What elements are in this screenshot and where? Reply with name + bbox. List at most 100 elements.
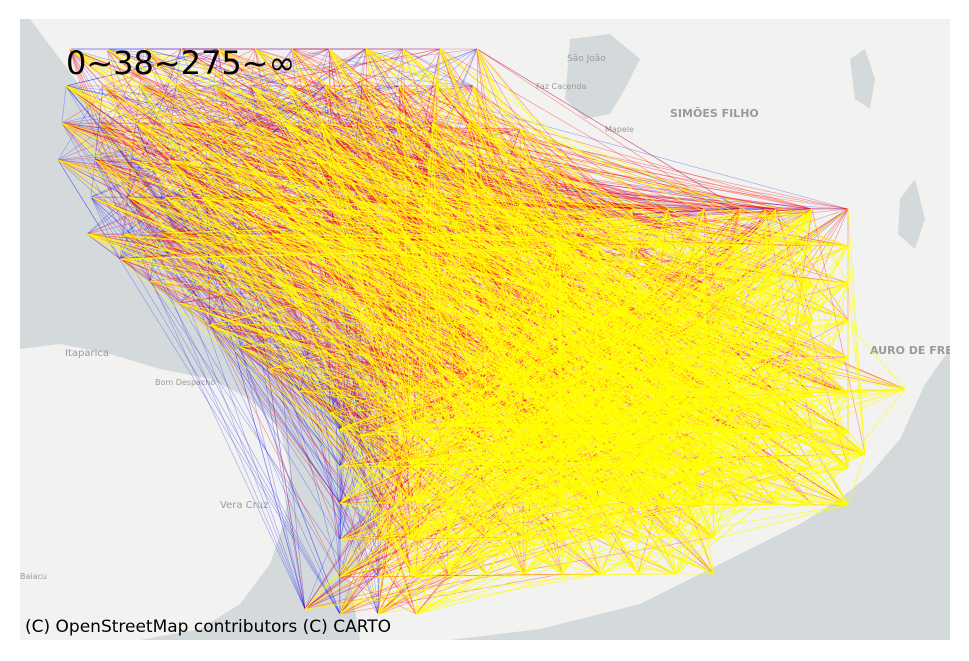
flow-line xyxy=(811,388,906,432)
flow-line xyxy=(287,85,563,501)
place-label: Faz Cacenda xyxy=(536,82,586,91)
flow-line xyxy=(631,425,715,469)
flow-line xyxy=(339,356,633,578)
flow-line xyxy=(160,233,741,469)
flow-line xyxy=(675,425,715,538)
flow-line xyxy=(209,122,411,538)
flow-line xyxy=(320,122,811,215)
flow-line xyxy=(176,85,849,210)
flow-line xyxy=(131,85,252,161)
flow-line xyxy=(447,467,597,501)
flow-line xyxy=(304,536,715,610)
lake-north xyxy=(850,49,875,109)
flow-line xyxy=(217,48,306,610)
flow-line xyxy=(127,196,633,358)
flow-line xyxy=(847,282,866,455)
flow-line xyxy=(308,233,411,501)
flow-line xyxy=(339,536,449,541)
flow-line xyxy=(409,356,597,575)
flow-line xyxy=(361,85,433,124)
flow-line xyxy=(402,48,777,395)
flow-line xyxy=(304,573,525,610)
flow-line xyxy=(359,434,563,501)
flow-line xyxy=(61,122,417,467)
flow-line xyxy=(847,430,866,455)
place-label: Itaparica xyxy=(65,348,109,359)
bay-inlet xyxy=(565,34,640,119)
flow-line xyxy=(386,196,487,390)
flow-line xyxy=(409,462,563,575)
flow-line xyxy=(160,233,306,610)
flow-line xyxy=(359,434,639,464)
flow-line xyxy=(250,85,741,358)
flow-line xyxy=(675,536,715,575)
flow-line xyxy=(94,159,273,235)
flow-line xyxy=(631,319,906,390)
flow-line xyxy=(339,573,601,578)
high-flow-lines xyxy=(57,48,906,615)
flow-line xyxy=(90,196,151,282)
flow-line xyxy=(739,453,866,506)
flow-line xyxy=(409,425,525,575)
flow-line xyxy=(205,122,433,161)
flow-line xyxy=(271,233,561,247)
flow-line xyxy=(631,245,705,358)
flow-line xyxy=(65,85,170,161)
flow-line xyxy=(637,319,741,464)
flow-line xyxy=(90,196,181,304)
flow-line xyxy=(179,302,449,538)
flow-line xyxy=(631,213,811,469)
flow-line xyxy=(213,48,330,87)
flow-line xyxy=(238,196,561,321)
flow-line xyxy=(135,122,199,235)
flow-line xyxy=(485,467,777,501)
flow-line xyxy=(447,536,601,575)
flow-line xyxy=(339,465,379,578)
flow-line xyxy=(176,85,525,575)
flow-line xyxy=(415,239,559,467)
flow-line xyxy=(312,196,777,247)
flow-line xyxy=(472,85,487,390)
place-label: Vera Cruz xyxy=(220,500,268,511)
flow-line xyxy=(172,122,777,210)
flow-line xyxy=(106,48,289,87)
flow-line xyxy=(382,233,559,389)
flow-line xyxy=(234,233,417,578)
flow-line xyxy=(390,159,813,210)
map-canvas[interactable]: São João Faz Cacenda SIMÕES FILHO Mapele Ita… xyxy=(20,19,950,640)
flow-line xyxy=(559,467,777,506)
flow-line xyxy=(519,128,777,432)
flow-line xyxy=(519,202,777,432)
flow-line xyxy=(320,122,813,358)
flow-line xyxy=(86,196,129,235)
flow-line xyxy=(254,48,849,247)
flow-line xyxy=(409,388,563,575)
flow-line xyxy=(431,122,677,427)
flow-line xyxy=(201,196,417,578)
flow-line xyxy=(557,239,849,469)
flow-line xyxy=(339,428,741,469)
flow-line xyxy=(427,159,813,210)
flow-line xyxy=(339,499,487,615)
flow-line xyxy=(415,430,741,615)
flow-line xyxy=(599,462,715,538)
flow-line xyxy=(149,280,705,321)
flow-line xyxy=(131,159,379,541)
flow-line xyxy=(209,324,341,615)
flow-line xyxy=(61,85,215,124)
flow-line xyxy=(299,390,563,575)
flow-line xyxy=(57,48,219,161)
flow-line xyxy=(415,502,487,575)
flow-line xyxy=(456,213,811,235)
flow-line xyxy=(409,388,601,575)
flow-line xyxy=(339,576,417,615)
flow-line xyxy=(94,159,379,541)
flow-line xyxy=(431,122,449,501)
flow-line xyxy=(519,128,705,284)
flow-line xyxy=(339,502,563,538)
flow-line xyxy=(485,388,866,455)
flow-line xyxy=(172,122,813,321)
flow-line xyxy=(250,85,563,538)
flow-line xyxy=(595,467,633,506)
flow-line xyxy=(57,159,559,315)
